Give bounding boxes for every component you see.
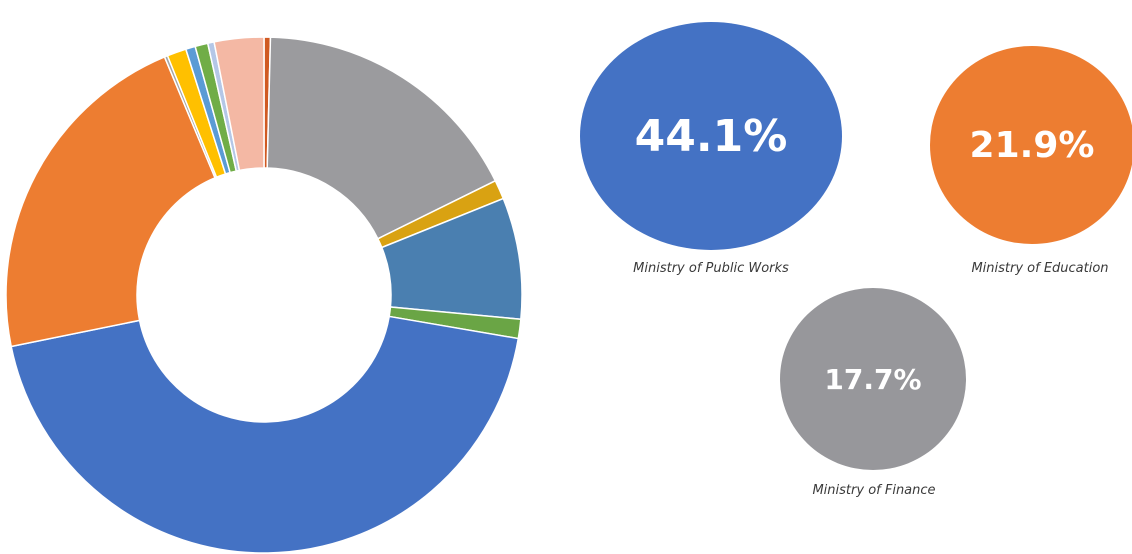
bubble-public-works: 44.1% <box>580 22 842 250</box>
donut-slice-6 <box>10 315 520 554</box>
donut-slice-13 <box>213 36 265 172</box>
bubble-public-works-label: Ministry of Public Works <box>633 261 789 276</box>
bubble-education: 21.9% <box>930 46 1132 244</box>
bubble-finance: 17.7% <box>780 288 966 470</box>
donut-slice-2 <box>266 36 497 240</box>
bubble-finance-label: Ministry of Finance <box>812 483 936 498</box>
bubble-public-works-value: 44.1% <box>634 110 788 162</box>
bubble-finance-value: 17.7% <box>824 362 922 396</box>
bubble-education-value: 21.9% <box>969 124 1095 166</box>
donut-slice-7 <box>5 55 217 348</box>
donut-chart <box>5 36 523 554</box>
bubble-education-label: Ministry of Education <box>971 261 1109 276</box>
